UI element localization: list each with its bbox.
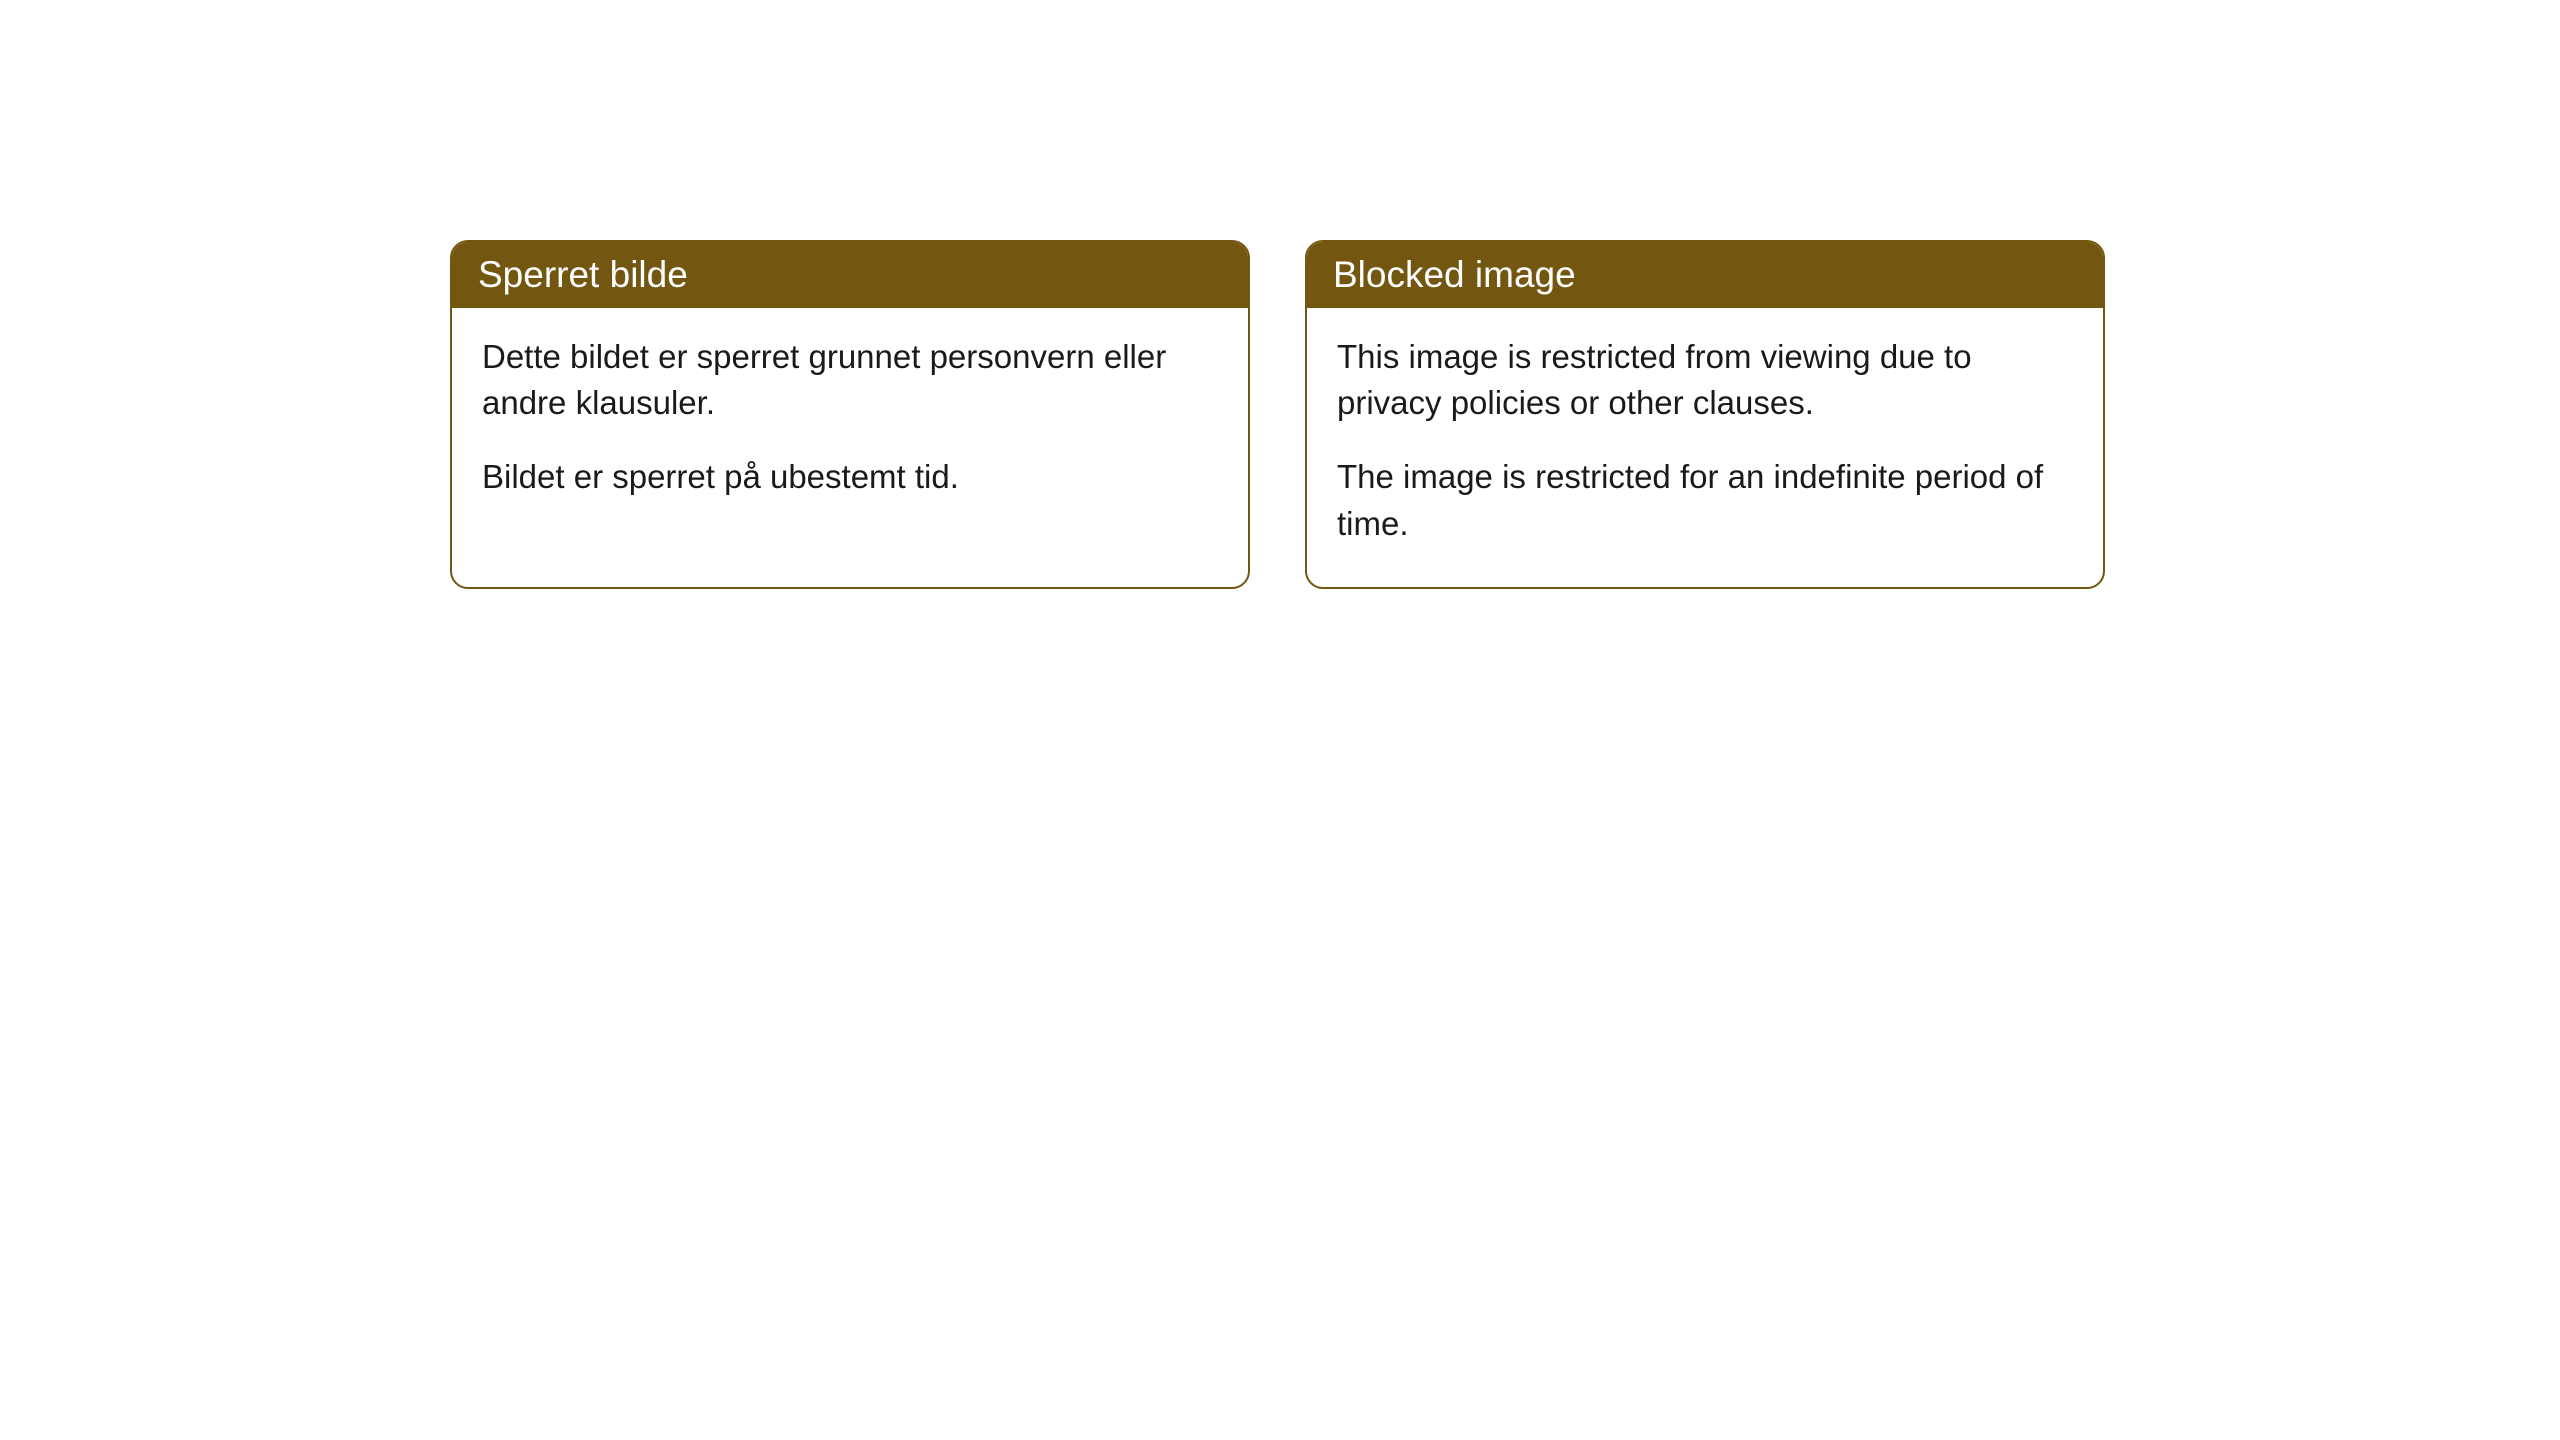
notice-text-line2: The image is restricted for an indefinit…	[1337, 454, 2073, 546]
card-header-english: Blocked image	[1307, 242, 2103, 308]
notice-card-english: Blocked image This image is restricted f…	[1305, 240, 2105, 589]
card-header-norwegian: Sperret bilde	[452, 242, 1248, 308]
notice-text-line2: Bildet er sperret på ubestemt tid.	[482, 454, 1218, 500]
notice-card-norwegian: Sperret bilde Dette bildet er sperret gr…	[450, 240, 1250, 589]
card-body-norwegian: Dette bildet er sperret grunnet personve…	[452, 308, 1248, 541]
notice-cards-container: Sperret bilde Dette bildet er sperret gr…	[450, 240, 2105, 589]
card-body-english: This image is restricted from viewing du…	[1307, 308, 2103, 587]
notice-text-line1: This image is restricted from viewing du…	[1337, 334, 2073, 426]
notice-text-line1: Dette bildet er sperret grunnet personve…	[482, 334, 1218, 426]
